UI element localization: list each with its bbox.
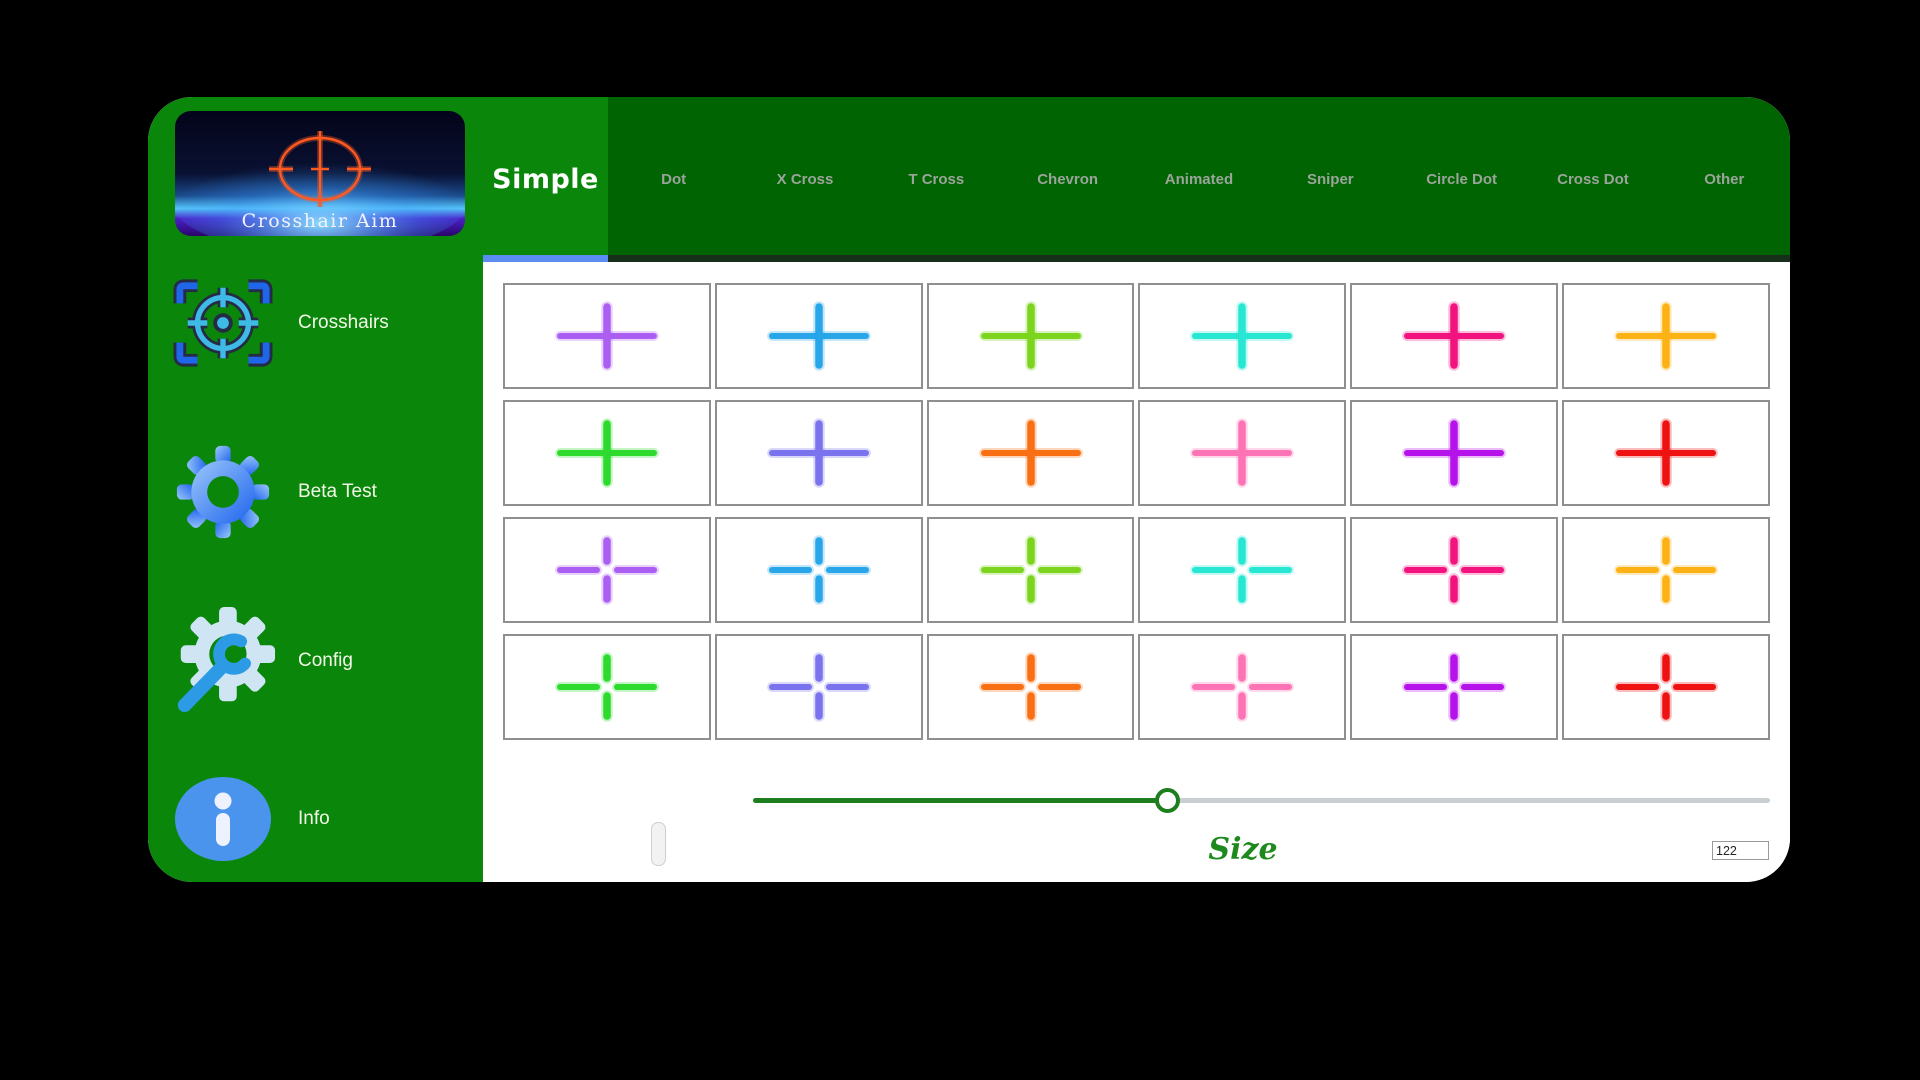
crosshair-preview xyxy=(1402,301,1507,371)
crosshair-preview xyxy=(978,418,1083,488)
crosshair-card-purple-gap-cross[interactable] xyxy=(503,517,711,623)
crosshair-preview xyxy=(978,652,1083,722)
tab-cross-dot[interactable]: Cross Dot xyxy=(1527,97,1658,262)
crosshair-preview xyxy=(1190,301,1295,371)
tab-chevron[interactable]: Chevron xyxy=(1002,97,1133,262)
crosshair-card-green-gap-cross[interactable] xyxy=(503,634,711,740)
crosshair-preview xyxy=(1402,418,1507,488)
crosshair-target-icon xyxy=(158,274,288,372)
tab-dot[interactable]: Dot xyxy=(608,97,739,262)
tab-label: Simple xyxy=(492,164,599,195)
size-input[interactable] xyxy=(1712,841,1769,860)
crosshair-card-pink-gap-cross[interactable] xyxy=(1350,517,1559,623)
tab-bar: Simple Dot X Cross T Cross Chevron Animated Sn… xyxy=(483,97,1790,262)
crosshair-preview xyxy=(1614,301,1719,371)
crosshair-preview xyxy=(766,652,871,722)
tab-t-cross[interactable]: T Cross xyxy=(871,97,1002,262)
slider-thumb[interactable] xyxy=(1154,788,1180,813)
crosshair-preview xyxy=(1614,535,1719,605)
crosshair-card-hotpink-cross[interactable] xyxy=(1138,400,1347,506)
active-tab-underline xyxy=(483,255,608,262)
crosshair-preview xyxy=(1614,652,1719,722)
tab-label: Chevron xyxy=(1037,171,1099,188)
app-window: Crosshair Aim xyxy=(148,97,1790,882)
crosshair-card-amber-gap-cross[interactable] xyxy=(1562,517,1770,623)
crosshair-grid xyxy=(503,283,1770,740)
crosshair-card-amber-cross[interactable] xyxy=(1562,283,1770,389)
crosshair-card-lime-gap-cross[interactable] xyxy=(926,517,1135,623)
tab-other[interactable]: Other xyxy=(1659,97,1790,262)
tab-label: T Cross xyxy=(908,171,965,188)
crosshair-card-blue-cross[interactable] xyxy=(714,283,923,389)
crosshair-card-hotpink-gap-cross[interactable] xyxy=(1138,634,1347,740)
crosshair-card-red-gap-cross[interactable] xyxy=(1562,634,1770,740)
crosshair-card-periwinkle-gap-cross[interactable] xyxy=(714,634,923,740)
crosshair-preview xyxy=(978,535,1083,605)
crosshair-card-violet-gap-cross[interactable] xyxy=(1350,634,1559,740)
crosshair-card-purple-cross[interactable] xyxy=(503,283,711,389)
tab-label: Circle Dot xyxy=(1426,171,1498,188)
gear-icon xyxy=(158,444,288,540)
sidebar-item-label: Beta Test xyxy=(298,481,377,502)
crosshair-card-turquoise-gap-cross[interactable] xyxy=(1138,517,1347,623)
sidebar-item-beta-test[interactable]: Beta Test xyxy=(158,442,476,542)
crosshair-card-red-cross[interactable] xyxy=(1562,400,1770,506)
crosshair-preview xyxy=(554,301,659,371)
crosshair-preview xyxy=(766,535,871,605)
tab-animated[interactable]: Animated xyxy=(1133,97,1264,262)
sidebar-item-label: Info xyxy=(298,808,330,829)
crosshair-preview xyxy=(1614,418,1719,488)
tab-label: Other xyxy=(1704,171,1745,188)
crosshair-card-lime-cross[interactable] xyxy=(926,283,1135,389)
scrollbar-pill[interactable] xyxy=(651,822,666,866)
crosshair-card-violet-cross[interactable] xyxy=(1350,400,1559,506)
crosshair-preview xyxy=(1190,652,1295,722)
size-slider xyxy=(753,788,1770,813)
crosshair-preview xyxy=(978,301,1083,371)
sidebar-item-label: Crosshairs xyxy=(298,312,389,333)
sidebar-item-label: Config xyxy=(298,650,353,671)
tab-label: Animated xyxy=(1164,171,1234,188)
tab-x-cross[interactable]: X Cross xyxy=(739,97,870,262)
sidebar: Crosshair Aim xyxy=(148,97,483,882)
crosshair-preview xyxy=(1190,535,1295,605)
tab-label: X Cross xyxy=(776,171,834,188)
crosshair-preview xyxy=(554,652,659,722)
tab-simple[interactable]: Simple xyxy=(483,97,608,262)
tab-circle-dot[interactable]: Circle Dot xyxy=(1396,97,1527,262)
tab-label: Dot xyxy=(661,171,687,188)
crosshair-preview xyxy=(554,418,659,488)
crosshair-preview xyxy=(1402,652,1507,722)
sidebar-item-info[interactable]: Info xyxy=(158,769,476,869)
logo-title: Crosshair Aim xyxy=(242,210,399,232)
crosshair-preview xyxy=(1402,535,1507,605)
size-label: Size xyxy=(1208,832,1278,867)
crosshair-card-pink-cross[interactable] xyxy=(1350,283,1559,389)
crosshair-card-orange-gap-cross[interactable] xyxy=(926,634,1135,740)
crosshair-card-periwinkle-cross[interactable] xyxy=(714,400,923,506)
crosshair-card-blue-gap-cross[interactable] xyxy=(714,517,923,623)
tab-sniper[interactable]: Sniper xyxy=(1265,97,1396,262)
tab-bar-bottom-strip xyxy=(483,255,1790,262)
content-area: Size xyxy=(483,262,1790,882)
logo-crosshair-icon xyxy=(269,131,371,207)
tab-label: Cross Dot xyxy=(1557,171,1629,188)
crosshair-preview xyxy=(766,301,871,371)
crosshair-card-orange-cross[interactable] xyxy=(926,400,1135,506)
slider-fill xyxy=(753,798,1168,803)
crosshair-preview xyxy=(1190,418,1295,488)
crosshair-preview xyxy=(766,418,871,488)
app-logo-image: Crosshair Aim xyxy=(175,111,465,236)
wrench-gear-icon xyxy=(158,607,288,715)
crosshair-card-green-cross[interactable] xyxy=(503,400,711,506)
sidebar-item-config[interactable]: Config xyxy=(158,607,476,713)
crosshair-card-turquoise-cross[interactable] xyxy=(1138,283,1347,389)
slider-track[interactable] xyxy=(753,798,1770,803)
sidebar-item-crosshairs[interactable]: Crosshairs xyxy=(158,273,476,373)
info-icon xyxy=(158,776,288,862)
crosshair-preview xyxy=(554,535,659,605)
tab-label: Sniper xyxy=(1306,171,1354,188)
app-logo: Crosshair Aim xyxy=(175,111,465,236)
